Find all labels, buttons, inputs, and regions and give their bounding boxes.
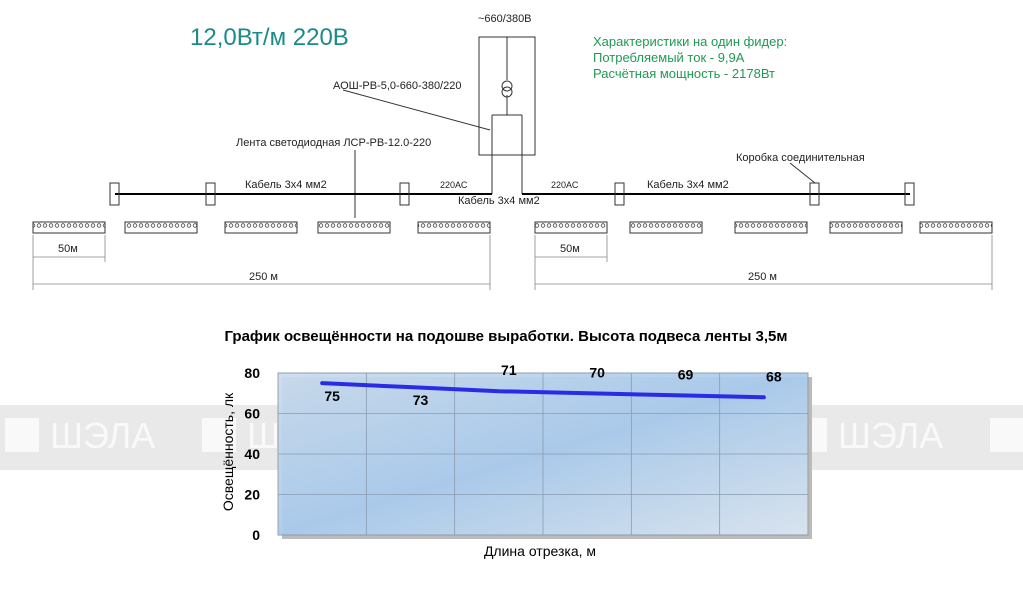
device-label: АОШ-РВ-5,0-660-380/220: [333, 80, 461, 92]
supply-label: ~660/380В: [478, 13, 532, 25]
junction-boxes: [109, 182, 915, 206]
strip-label: Лента светодиодная ЛСР-РВ-12.0-220: [236, 137, 431, 149]
diagram: 12,0Вт/м 220В ~660/380В АОШ-РВ-5,0-660-3…: [32, 13, 993, 290]
spec-line: Характеристики на один фидер:: [593, 34, 787, 49]
diagram-title: 12,0Вт/м 220В: [190, 24, 349, 51]
chart: График освещённости на подошве выработки…: [220, 328, 812, 559]
spec-line: Потребляемый ток - 9,9А: [593, 50, 745, 65]
cable-label: Кабель 3х4 мм2: [245, 179, 327, 191]
spec-line: Расчётная мощность - 2178Вт: [593, 66, 775, 81]
dimension-label: 50м: [560, 243, 580, 255]
watermark-text: ШЭЛА: [50, 415, 155, 456]
data-label: 71: [501, 362, 517, 378]
data-label: 70: [589, 364, 605, 380]
y-tick-label: 0: [252, 527, 260, 543]
led-strips: [32, 221, 993, 234]
chart-title: График освещённости на подошве выработки…: [225, 328, 788, 345]
series-line: [320, 381, 766, 400]
y-tick-label: 80: [244, 365, 260, 381]
cable-label: Кабель 3х4 мм2: [458, 195, 540, 207]
y-axis-label: Освещённость, лк: [220, 392, 236, 511]
leader-line: [789, 162, 816, 184]
voltage-label: 220АС: [551, 180, 579, 190]
dimension-label: 50м: [58, 243, 78, 255]
dimension-label: 250 м: [748, 271, 777, 283]
transformer: [501, 86, 513, 98]
x-axis-label: Длина отрезка, м: [484, 543, 596, 559]
cabinet-wiring: [491, 37, 523, 194]
cable-label: Кабель 3х4 мм2: [647, 179, 729, 191]
data-label: 73: [413, 392, 429, 408]
watermark-text: ШЭЛА: [838, 415, 943, 456]
watermark-logo: [5, 418, 39, 452]
data-label: 69: [678, 366, 694, 382]
voltage-label: 220АС: [440, 180, 468, 190]
transformer: [501, 80, 513, 92]
box-label: Коробка соединительная: [736, 152, 865, 164]
watermark-logo: [990, 418, 1023, 452]
y-tick-label: 40: [244, 446, 260, 462]
dimension-label: 250 м: [249, 271, 278, 283]
data-label: 68: [766, 368, 782, 384]
dimension-lines: [32, 235, 993, 290]
y-tick-label: 20: [244, 487, 260, 503]
leader-line: [342, 89, 491, 131]
watermark-logo: [202, 418, 236, 452]
y-tick-label: 60: [244, 406, 260, 422]
data-label: 75: [324, 388, 340, 404]
